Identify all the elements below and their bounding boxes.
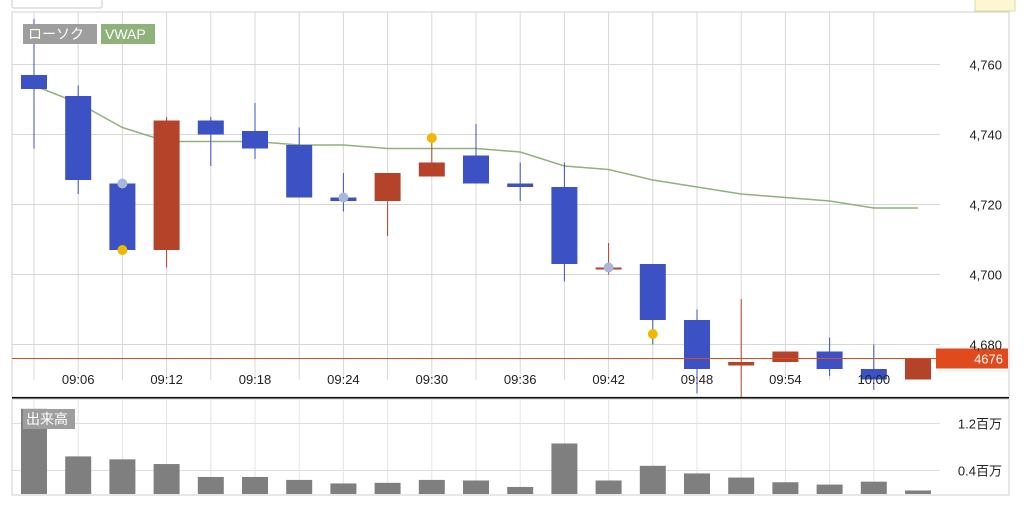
- price-grid: [12, 12, 940, 380]
- price-y-axis: 4,680 4,700 4,720 4,740 4,760: [969, 58, 1002, 353]
- time-tick-label: 09:48: [681, 372, 714, 387]
- time-tick-label: 09:06: [62, 372, 95, 387]
- candle-body: [65, 96, 92, 180]
- candle-body: [463, 155, 489, 184]
- signal-marker: [117, 178, 128, 189]
- candle-body: [905, 358, 931, 380]
- candle-body: [551, 187, 578, 264]
- legend-vwap-label: VWAP: [105, 26, 146, 42]
- volume-bar: [728, 477, 755, 494]
- price-tick-label: 4,760: [969, 58, 1002, 73]
- candle-body: [728, 362, 755, 366]
- legend-vwap-badge[interactable]: [101, 24, 155, 44]
- current-price-tag: [936, 348, 1008, 369]
- price-tick-label: 4,740: [969, 128, 1002, 143]
- candle-body: [860, 369, 887, 380]
- volume-bar: [905, 490, 931, 494]
- volume-bar: [595, 480, 622, 494]
- volume-tick-label: 1.2百万: [958, 417, 1002, 432]
- time-tick-label: 09:36: [504, 372, 537, 387]
- volume-bar: [463, 480, 489, 494]
- time-tick-label: 09:54: [769, 372, 802, 387]
- volume-bar: [330, 483, 357, 494]
- price-tick-label: 4,700: [969, 268, 1002, 283]
- signal-marker: [117, 245, 128, 255]
- candle-body: [153, 120, 180, 250]
- time-tick-label: 09:30: [416, 372, 449, 387]
- signal-marker: [426, 133, 437, 143]
- volume-bar: [551, 443, 578, 494]
- legend-volume-label: 出来高: [26, 411, 68, 427]
- top-toolbar-button[interactable]: [974, 0, 1016, 12]
- volume-y-axis: 1.2百万 0.4百万: [958, 417, 1002, 479]
- volume-bar: [374, 482, 401, 494]
- candle-body: [21, 75, 47, 89]
- candle-body: [374, 173, 401, 201]
- time-x-axis: 09:06 09:12 09:18 09:24 09:30 09:36 09:42 09:48…: [62, 372, 890, 387]
- volume-tick-label: 0.4百万: [958, 464, 1002, 479]
- price-panel: 4676 4,680 4,700 4,720 4,740 4,760 09:06 09:1…: [11, 11, 1010, 398]
- signal-marker: [338, 192, 349, 203]
- time-tick-label: 10:00: [858, 372, 891, 387]
- volume-bar: [242, 476, 268, 494]
- price-tick-label: 4,680: [969, 338, 1002, 353]
- time-tick-label: 09:42: [592, 372, 625, 387]
- current-price-label: 4676: [974, 352, 1003, 367]
- volume-bar: [197, 476, 224, 494]
- candle-body: [684, 320, 710, 369]
- volume-bar: [860, 481, 887, 494]
- current-price-layer: 4676: [12, 348, 1008, 369]
- volume-bar: [772, 482, 799, 494]
- volume-bar: [109, 459, 136, 494]
- volume-bar: [816, 484, 843, 494]
- candle-body: [507, 183, 534, 187]
- candle-body: [286, 145, 313, 198]
- legend-candle-label: ローソク: [28, 26, 84, 42]
- volume-bar: [639, 465, 666, 494]
- marker-layer: [117, 133, 658, 339]
- top-toolbar-input[interactable]: [11, 0, 103, 9]
- candle-body: [242, 131, 268, 149]
- candle-layer: [21, 19, 931, 397]
- candle-body: [639, 264, 666, 320]
- signal-marker: [603, 262, 614, 273]
- volume-bar: [507, 486, 534, 494]
- volume-bar: [684, 473, 710, 494]
- volume-bar: [65, 456, 92, 494]
- time-tick-label: 09:18: [239, 372, 272, 387]
- candle-body: [197, 120, 224, 135]
- volume-bar: [153, 464, 180, 494]
- legend-candle-badge[interactable]: [23, 24, 97, 44]
- price-tick-label: 4,720: [969, 198, 1002, 213]
- candle-body: [816, 351, 843, 369]
- candle-body: [772, 351, 799, 362]
- legend-volume-badge[interactable]: [23, 409, 75, 429]
- time-tick-label: 09:12: [150, 372, 183, 387]
- volume-bar: [418, 479, 445, 494]
- signal-marker: [647, 329, 658, 339]
- candle-body: [109, 183, 136, 250]
- candle-body: [418, 162, 445, 177]
- volume-bar: [286, 479, 313, 494]
- time-tick-label: 09:24: [327, 372, 360, 387]
- volume-panel: 1.2百万 0.4百万 出来高: [11, 398, 1010, 496]
